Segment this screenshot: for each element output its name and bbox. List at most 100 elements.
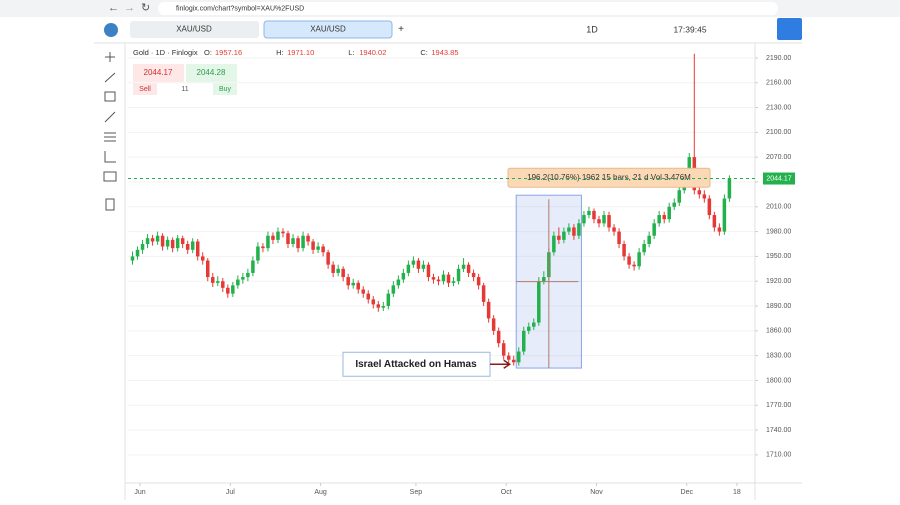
candle-body xyxy=(421,264,426,269)
back-button[interactable]: ← xyxy=(108,2,119,14)
ohlc-value: 1971.10 xyxy=(287,48,314,57)
edit-button[interactable] xyxy=(777,18,802,40)
candle-body xyxy=(130,256,135,261)
x-tick-label: Oct xyxy=(501,489,512,496)
candle-body xyxy=(436,279,441,282)
candle-body xyxy=(401,272,406,280)
y-tick-label: 1860.00 xyxy=(766,328,791,335)
candle-body xyxy=(431,277,436,280)
last-price-box xyxy=(763,172,795,185)
interval[interactable]: 1D xyxy=(586,24,598,34)
text-tool[interactable] xyxy=(103,171,117,182)
candle-body xyxy=(672,202,676,207)
gann-tool[interactable] xyxy=(104,151,116,163)
tab-label: XAU/USD xyxy=(310,25,346,34)
x-tick-label: 18 xyxy=(733,489,741,496)
candle-body xyxy=(632,264,636,267)
buy-button[interactable] xyxy=(213,83,237,95)
y-tick-label: 2160.00 xyxy=(766,80,791,87)
buy-label: Buy xyxy=(219,86,232,93)
clock: 17:39:45 xyxy=(673,24,706,34)
x-tick-label: Sep xyxy=(410,489,423,496)
rect-tool[interactable] xyxy=(104,91,116,102)
candle-body xyxy=(351,282,355,286)
candle-body xyxy=(522,330,526,352)
candle-body xyxy=(582,215,586,224)
candle-body xyxy=(411,260,416,265)
last-price-label: 2044.17 xyxy=(766,175,791,182)
candle-body xyxy=(717,227,722,232)
y-tick-label: 1830.00 xyxy=(766,352,791,359)
candle-body xyxy=(326,252,330,265)
tab[interactable] xyxy=(130,21,259,38)
candle-body xyxy=(471,272,476,278)
candle-body xyxy=(441,274,446,282)
symbol: Gold · 1D · Finlogix xyxy=(133,48,198,57)
candle-body xyxy=(150,238,155,242)
candle-body xyxy=(205,260,210,278)
range-label: 196.2(10.76%) 1962 15 bars, 21 d Vol 3.4… xyxy=(527,173,691,182)
candle-body xyxy=(211,277,215,283)
reload-button[interactable]: ↻ xyxy=(141,2,150,14)
y-tick-label: 1920.00 xyxy=(766,278,791,285)
candle-body xyxy=(662,215,666,220)
ohlc-value: 1957.16 xyxy=(215,48,242,57)
line-tool[interactable] xyxy=(104,72,116,83)
range-label-box xyxy=(507,167,711,188)
spread: 11 xyxy=(181,86,188,93)
candle-body xyxy=(451,281,456,283)
sell-button[interactable] xyxy=(133,83,157,95)
candle-body xyxy=(707,198,712,216)
tab-active[interactable] xyxy=(263,20,393,39)
buy-box[interactable] xyxy=(186,64,237,82)
ohlc-value: 1943.85 xyxy=(431,48,458,57)
candle-body xyxy=(251,260,255,273)
new-tab[interactable]: + xyxy=(398,24,404,35)
candle-body xyxy=(241,277,245,280)
candle-body xyxy=(617,231,621,244)
forward-button[interactable]: → xyxy=(124,2,135,14)
candle-body xyxy=(677,190,682,203)
candle-body xyxy=(145,238,150,244)
candle-body xyxy=(286,233,290,244)
x-tick-label: Aug xyxy=(314,489,327,496)
tab-label: XAU/USD xyxy=(176,25,212,34)
candle-body xyxy=(200,256,205,261)
candle-body xyxy=(607,215,611,228)
y-tick-label: 2130.00 xyxy=(766,104,791,111)
sell-label: Sell xyxy=(139,86,151,93)
y-tick-label: 2010.00 xyxy=(766,204,791,211)
candle-body xyxy=(271,235,275,240)
candle-body xyxy=(266,235,270,249)
drawing-tools xyxy=(103,52,117,211)
fib-tool[interactable] xyxy=(104,132,116,142)
x-tick-label: Jun xyxy=(134,489,145,496)
candle-body xyxy=(366,293,371,300)
y-tick-label: 1800.00 xyxy=(766,377,791,384)
candle-body xyxy=(542,277,546,282)
delete-tool[interactable] xyxy=(105,198,115,211)
candle-body xyxy=(516,351,521,363)
address-bar[interactable] xyxy=(158,2,778,15)
candle-body xyxy=(396,279,401,286)
candle-body xyxy=(281,231,285,234)
y-tick-label: 2070.00 xyxy=(766,154,791,161)
channel-tool[interactable] xyxy=(104,111,116,123)
candle-body xyxy=(336,268,340,273)
candle-body xyxy=(562,231,566,240)
candle-body xyxy=(180,238,185,244)
crosshair-tool[interactable] xyxy=(105,52,115,62)
candle-body xyxy=(165,239,170,247)
candle-body xyxy=(622,243,626,257)
candle-body xyxy=(175,238,180,249)
candle-body xyxy=(506,355,511,360)
url: finlogix.com/chart?symbol=XAU%2FUSD xyxy=(176,5,304,12)
candle-body xyxy=(361,289,365,294)
candle-body xyxy=(246,272,250,278)
ohlc-label: H: xyxy=(276,48,284,57)
candle-body xyxy=(527,326,531,331)
sell-box[interactable] xyxy=(133,64,184,82)
candle-body xyxy=(416,260,421,269)
candle-body xyxy=(376,304,381,308)
